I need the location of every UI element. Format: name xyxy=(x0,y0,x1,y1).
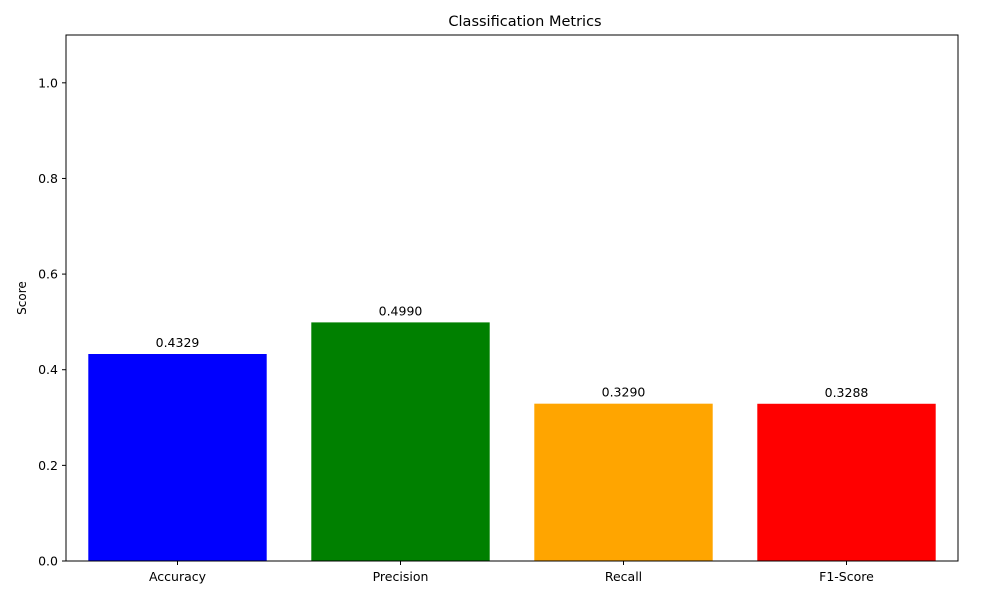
bar-value-label: 0.4990 xyxy=(379,303,423,318)
bar-value-label: 0.3290 xyxy=(602,385,646,400)
chart-title: Classification Metrics xyxy=(448,14,601,30)
y-tick-label: 0.8 xyxy=(38,171,58,186)
bar-accuracy xyxy=(88,354,267,561)
bar-f1-score xyxy=(757,403,936,561)
y-tick-label: 0.4 xyxy=(38,362,58,377)
bar-value-label: 0.4329 xyxy=(156,335,200,350)
x-tick-label: Precision xyxy=(373,569,429,584)
x-tick-label: Recall xyxy=(605,569,642,584)
y-tick-label: 0.6 xyxy=(38,267,58,282)
y-tick-label: 0.2 xyxy=(38,458,58,473)
y-tick-label: 0.0 xyxy=(38,554,58,569)
y-axis-label: Score xyxy=(15,281,29,315)
plot-area: 0.4329 Accuracy 0.4990 Precision 0.3290 Recal… xyxy=(38,34,959,584)
bar-precision xyxy=(311,322,490,561)
axes-frame xyxy=(65,34,959,562)
x-tick-label: F1-Score xyxy=(819,569,874,584)
x-tick-label: Accuracy xyxy=(149,569,207,584)
bar-value-label: 0.3288 xyxy=(825,385,869,400)
y-tick-label: 1.0 xyxy=(38,75,58,90)
bar-recall xyxy=(534,403,713,561)
